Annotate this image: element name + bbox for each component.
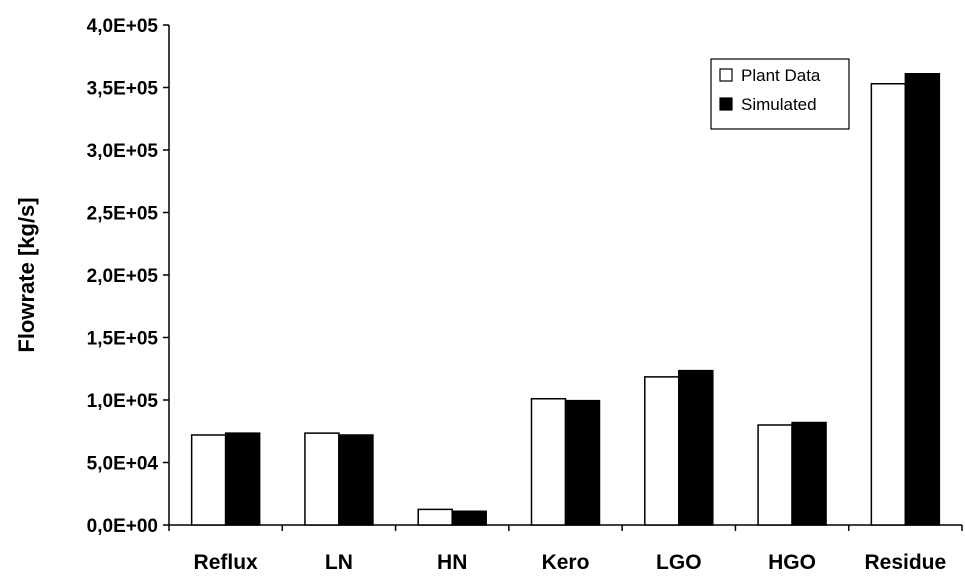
x-category-label: Reflux [194,551,259,574]
legend: Plant Data Simulated [710,58,850,130]
bar-plant-data [757,424,793,526]
bar-plant-data [644,376,680,526]
y-tick-label: 5,0E+04 [87,454,159,475]
x-category-label: HN [437,551,467,574]
legend-swatch [719,68,733,82]
y-tick-label: 2,0E+05 [87,266,159,287]
bars [190,73,941,526]
bar-plant-data [870,83,907,526]
y-tick-label: 3,0E+05 [87,141,159,162]
x-category-label: Kero [542,551,590,574]
bar-simulated [451,510,487,526]
y-tick-label: 0,0E+00 [87,516,158,537]
bar-plant-data [190,434,227,526]
bar-simulated [904,73,941,526]
y-tick-label: 1,5E+05 [87,329,159,350]
bar-simulated [338,434,374,526]
y-axis-title: Flowrate [kg/s] [14,197,39,352]
bar-simulated [678,369,714,526]
bar-plant-data [530,398,567,526]
y-ticks: 0,0E+00 5,0E+04 1,0E+05 1,5E+05 2,0E+05 2,5E+… [87,16,169,537]
y-tick-label: 1,0E+05 [87,391,159,412]
legend-swatch [719,97,733,111]
x-category-label: Residue [865,551,947,574]
bar-plant-data [417,508,453,526]
legend-box [710,58,850,130]
x-category-label: LN [325,551,353,574]
y-tick-label: 2,5E+05 [87,204,159,225]
x-category-label: HGO [768,551,816,574]
legend-label: Plant Data [741,66,821,85]
y-tick-label: 4,0E+05 [87,16,159,37]
bar-simulated [224,432,261,526]
legend-label: Simulated [741,95,817,114]
bar-plant-data [304,432,340,526]
bar-simulated [564,399,601,526]
x-category-label: LGO [656,551,702,574]
y-tick-label: 3,5E+05 [87,79,159,100]
bar-simulated [791,421,827,526]
x-categories: Reflux LN HN Kero LGO HGO Residue [168,525,963,574]
